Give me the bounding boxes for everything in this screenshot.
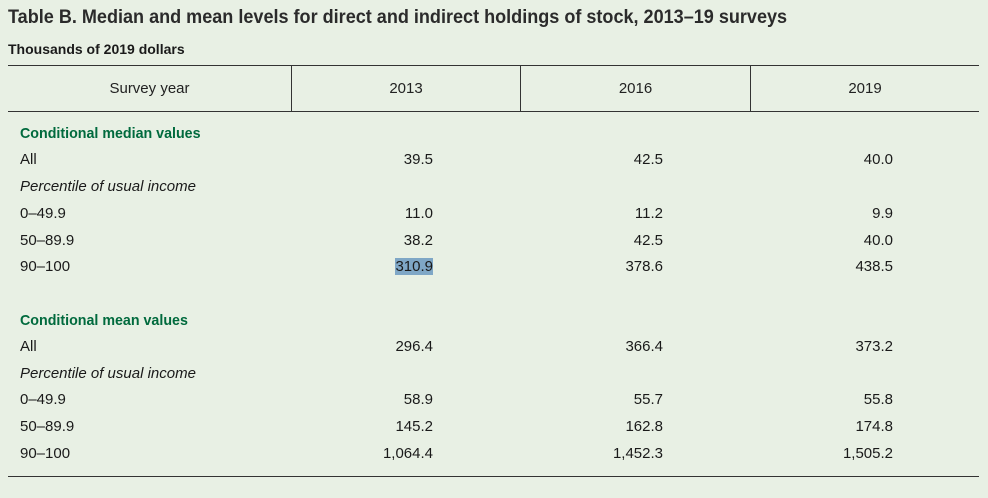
cell-2019: 174.8 (855, 418, 893, 435)
row-label: 0–49.9 (20, 391, 66, 408)
subheading-percentile: Percentile of usual income (0, 178, 988, 202)
table-bottom-rule (8, 476, 979, 477)
cell-2013: 145.2 (395, 418, 433, 435)
cell-2019: 438.5 (855, 258, 893, 275)
section-heading-median: Conditional median values (0, 125, 988, 149)
row-label: 0–49.9 (20, 205, 66, 222)
cell-2013: 39.5 (403, 151, 433, 168)
cell-2013: 296.4 (395, 338, 433, 355)
section-heading-mean: Conditional mean values (0, 312, 988, 336)
cell-2013-selected[interactable]: 310.9 (395, 258, 433, 275)
table-row: 0–49.9 58.9 55.7 55.8 (0, 391, 988, 415)
cell-2013: 1,064.4 (382, 445, 433, 462)
row-label: Percentile of usual income (20, 365, 196, 382)
table-row: 90–100 310.9 378.6 438.5 (0, 258, 988, 282)
cell-2013: 58.9 (403, 391, 433, 408)
column-header-2013: 2013 (389, 80, 423, 97)
cell-2016: 42.5 (633, 232, 663, 249)
row-label: Percentile of usual income (20, 178, 196, 195)
column-header-survey-year: Survey year (109, 80, 190, 97)
table-row: All 39.5 42.5 40.0 (0, 151, 988, 175)
header-bottom-rule (8, 111, 979, 112)
cell-2016: 366.4 (625, 338, 663, 355)
row-label: All (20, 338, 37, 355)
table-subtitle: Thousands of 2019 dollars (8, 41, 185, 57)
table-row: 50–89.9 145.2 162.8 174.8 (0, 418, 988, 442)
cell-2013: 38.2 (403, 232, 433, 249)
cell-2013: 11.0 (404, 205, 433, 222)
cell-2019: 9.9 (872, 205, 893, 222)
cell-2016: 1,452.3 (612, 445, 663, 462)
row-label: Conditional mean values (20, 312, 188, 329)
row-label: All (20, 151, 37, 168)
cell-2019: 40.0 (863, 151, 893, 168)
table-row: All 296.4 366.4 373.2 (0, 338, 988, 362)
cell-2019: 373.2 (855, 338, 893, 355)
header-divider-2 (520, 66, 521, 111)
header-divider-1 (291, 66, 292, 111)
cell-2016: 55.7 (633, 391, 663, 408)
row-label: 50–89.9 (20, 418, 75, 435)
table-row: 90–100 1,064.4 1,452.3 1,505.2 (0, 445, 988, 469)
cell-2019: 40.0 (863, 232, 893, 249)
cell-2019: 1,505.2 (842, 445, 893, 462)
header-top-rule (8, 65, 979, 66)
cell-2019: 55.8 (863, 391, 893, 408)
table-row: 50–89.9 38.2 42.5 40.0 (0, 232, 988, 256)
cell-2016: 162.8 (625, 418, 663, 435)
cell-2016: 11.2 (634, 205, 663, 222)
row-label: 90–100 (20, 445, 71, 462)
subheading-percentile: Percentile of usual income (0, 365, 988, 389)
cell-2016: 42.5 (633, 151, 663, 168)
table-row: 0–49.9 11.0 11.2 9.9 (0, 205, 988, 229)
table-title: Table B. Median and mean levels for dire… (8, 7, 788, 28)
column-header-2019: 2019 (848, 80, 882, 97)
row-label: 90–100 (20, 258, 71, 275)
column-header-2016: 2016 (618, 80, 653, 97)
header-divider-3 (750, 66, 751, 111)
row-label: Conditional median values (20, 125, 201, 142)
cell-2016: 378.6 (625, 258, 663, 275)
row-label: 50–89.9 (20, 232, 75, 249)
